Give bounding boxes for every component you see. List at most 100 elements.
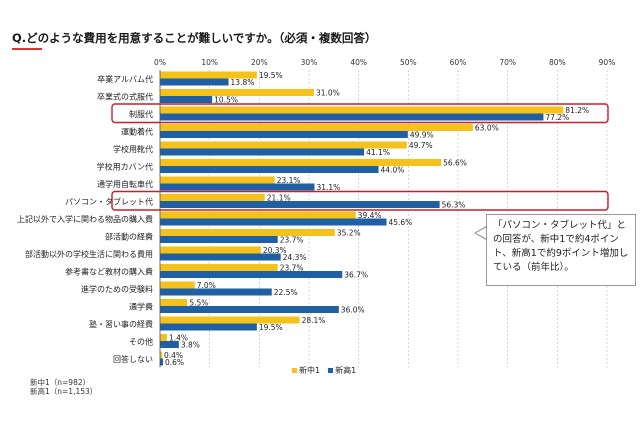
data-label: 35.2% xyxy=(337,229,361,238)
category-label: 塾・習い事の経費 xyxy=(89,319,153,329)
note-series-1: 新中1（n=982） xyxy=(30,378,91,387)
bar-series-1 xyxy=(160,264,278,271)
bar-series-1 xyxy=(160,316,300,324)
category-label: その他 xyxy=(129,336,153,346)
data-label: 21.1% xyxy=(267,194,291,203)
bar-series-1 xyxy=(160,299,188,306)
category-label: 回答しない xyxy=(113,354,153,364)
bar-series-2 xyxy=(160,113,544,121)
data-label: 36.0% xyxy=(341,306,365,315)
bar-series-1 xyxy=(160,124,473,131)
data-label: 31.1% xyxy=(316,183,340,192)
bar-series-1 xyxy=(160,194,265,201)
data-label: 5.5% xyxy=(189,299,208,308)
data-label: 41.1% xyxy=(366,148,390,157)
data-label: 19.5% xyxy=(259,71,283,80)
data-label: 3.8% xyxy=(181,341,200,350)
x-tick-label: 0% xyxy=(154,58,166,67)
data-label: 24.3% xyxy=(283,253,307,262)
x-tick-label: 60% xyxy=(450,58,467,67)
data-label: 36.7% xyxy=(344,271,368,280)
bar-series-1 xyxy=(160,246,261,254)
category-label: パソコン・タブレット代 xyxy=(65,196,153,206)
data-label: 0.4% xyxy=(164,351,183,360)
category-label: 通学費 xyxy=(129,301,153,311)
data-label: 56.6% xyxy=(443,159,467,168)
legend-item-series-1: 新中1 xyxy=(292,365,320,376)
data-label: 49.7% xyxy=(409,141,433,150)
bar-series-1 xyxy=(160,71,257,79)
data-label: 44.0% xyxy=(381,166,405,175)
callout-pointer-inner xyxy=(476,227,487,239)
category-label: 参考書など教材の購入費 xyxy=(65,266,153,276)
data-label: 39.4% xyxy=(358,211,382,220)
bar-series-1 xyxy=(160,141,407,149)
x-tick-label: 40% xyxy=(350,58,367,67)
x-tick-label: 50% xyxy=(400,58,417,67)
bar-series-1 xyxy=(160,351,162,359)
bar-series-1 xyxy=(160,159,442,166)
data-label: 28.1% xyxy=(302,316,326,325)
bar-series-2 xyxy=(160,341,179,348)
x-tick-label: 10% xyxy=(201,58,218,67)
chart-legend: 新中1 新高1 xyxy=(292,365,356,376)
highlight-frame xyxy=(111,103,609,124)
data-label: 13.8% xyxy=(231,78,255,87)
data-label: 77.2% xyxy=(545,113,569,122)
bar-series-1 xyxy=(160,211,356,219)
bar-series-2 xyxy=(160,271,343,278)
sample-size-notes: 新中1（n=982） 新高1（n=1,153） xyxy=(30,378,97,396)
legend-swatch-series-1 xyxy=(292,368,297,373)
bar-series-1 xyxy=(160,281,195,289)
data-label: 49.9% xyxy=(410,131,434,140)
callout-note: 「パソコン・タブレット代」との回答が、新中1で約4ポイント、新高1で約9ポイント… xyxy=(486,214,636,286)
data-label: 10.5% xyxy=(214,96,238,105)
category-label: 運動着代 xyxy=(121,126,153,136)
bar-series-2 xyxy=(160,78,229,86)
data-label: 31.0% xyxy=(316,89,340,98)
data-label: 7.0% xyxy=(197,281,216,290)
legend-label-series-1: 新中1 xyxy=(299,366,321,375)
bar-series-1 xyxy=(160,89,314,96)
data-label: 63.0% xyxy=(475,124,499,133)
data-label: 81.2% xyxy=(565,106,589,115)
bar-series-1 xyxy=(160,176,275,184)
bar-series-2 xyxy=(160,96,213,103)
data-label: 22.5% xyxy=(274,288,298,297)
legend-swatch-series-2 xyxy=(328,368,334,373)
category-label: 学校用靴代 xyxy=(113,144,153,154)
highlight-frame xyxy=(111,190,609,211)
x-tick-label: 30% xyxy=(301,58,318,67)
bar-series-2 xyxy=(160,183,315,191)
bar-series-2 xyxy=(160,148,365,156)
data-label: 23.7% xyxy=(280,236,304,245)
bar-series-2 xyxy=(160,236,278,243)
x-tick-label: 80% xyxy=(549,58,566,67)
category-label: 制服代 xyxy=(129,109,153,119)
bar-series-2 xyxy=(160,131,408,138)
bar-series-2 xyxy=(160,323,257,331)
x-tick-label: 90% xyxy=(599,58,616,67)
data-label: 1.4% xyxy=(169,334,188,343)
category-label: 進学のための受験料 xyxy=(81,284,153,294)
bar-series-2 xyxy=(160,358,163,366)
category-label: 通学用自転車代 xyxy=(97,179,153,189)
title-underline xyxy=(12,48,42,50)
category-label: 上記以外で入学に関わる物品の購入費 xyxy=(17,214,153,224)
category-label: 卒業アルバム代 xyxy=(97,74,153,84)
legend-label-series-2: 新高1 xyxy=(335,366,357,375)
category-label: 部活動以外の学校生活に関わる費用 xyxy=(25,249,153,259)
category-label: 卒業式の式服代 xyxy=(97,91,153,101)
bar-series-2 xyxy=(160,288,272,296)
note-series-2: 新高1（n=1,153） xyxy=(30,387,98,396)
data-label: 56.3% xyxy=(442,201,466,210)
bar-series-2 xyxy=(160,218,387,226)
bar-series-2 xyxy=(160,253,281,261)
data-label: 0.6% xyxy=(165,358,184,367)
bar-series-2 xyxy=(160,201,440,208)
chart-title: Q.どのような費用を用意することが難しいですか。（必須・複数回答） xyxy=(12,31,377,45)
bar-series-2 xyxy=(160,306,339,313)
data-label: 23.1% xyxy=(277,176,301,185)
